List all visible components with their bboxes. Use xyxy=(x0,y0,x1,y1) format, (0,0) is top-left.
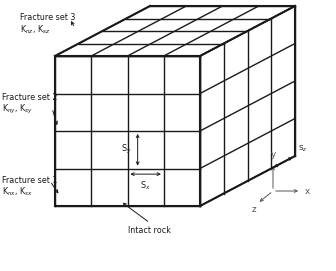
Text: K$_{nx}$, K$_{sx}$: K$_{nx}$, K$_{sx}$ xyxy=(2,186,33,198)
Polygon shape xyxy=(55,56,200,206)
Text: S$_y$: S$_y$ xyxy=(121,143,132,156)
Text: K$_{ny}$, K$_{sy}$: K$_{ny}$, K$_{sy}$ xyxy=(2,103,33,116)
Text: K$_{nz}$, K$_{sz}$: K$_{nz}$, K$_{sz}$ xyxy=(20,23,50,36)
Text: x: x xyxy=(305,186,310,195)
Polygon shape xyxy=(200,6,295,206)
Text: Intact rock: Intact rock xyxy=(128,226,171,235)
Text: Fracture set 1: Fracture set 1 xyxy=(2,176,57,185)
Text: Fracture set 2: Fracture set 2 xyxy=(2,93,57,102)
Text: z: z xyxy=(251,205,256,214)
Text: Fracture set 3: Fracture set 3 xyxy=(20,13,75,22)
Polygon shape xyxy=(55,6,295,56)
Text: S$_{z}$: S$_{z}$ xyxy=(298,144,307,154)
Text: y: y xyxy=(270,150,276,159)
Text: S$_x$: S$_x$ xyxy=(140,179,151,192)
